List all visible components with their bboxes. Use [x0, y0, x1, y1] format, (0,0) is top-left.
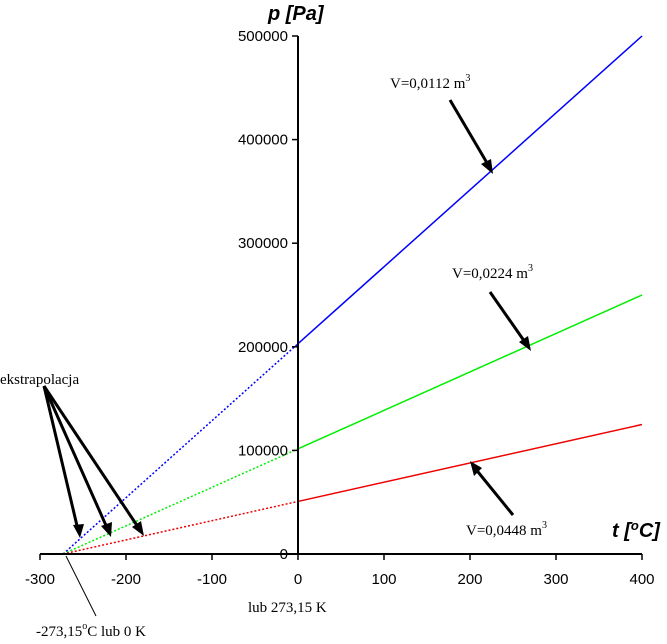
- arrows: [42, 99, 531, 538]
- y-tick-label: 100000: [238, 442, 288, 459]
- series-label-red: V=0,0448 m3: [466, 520, 547, 539]
- y-tick-label: 300000: [238, 235, 288, 252]
- zero-pointer: [65, 555, 97, 617]
- y-tick-label: 200000: [238, 339, 288, 356]
- y-tick-label: 0: [280, 546, 288, 563]
- ticks-group: 0 100000 200000 300000 400000 500000 -300 -200 -…: [25, 28, 655, 588]
- x-tick-label: -300: [25, 571, 55, 588]
- x-tick-label: 300: [543, 571, 568, 588]
- arrow-extra-1-head: [73, 524, 84, 538]
- arrow-extra-3-head: [132, 521, 144, 536]
- arrow-head-red: [470, 461, 482, 476]
- x-tick-label: 200: [457, 571, 482, 588]
- arrow-green: [488, 291, 529, 346]
- x-axis-title: t [oC]: [612, 518, 661, 542]
- x-tick-label: 0: [294, 571, 302, 588]
- arrow-red: [472, 466, 515, 516]
- arrow-extra-3: [42, 385, 142, 531]
- arrow-head-green: [519, 336, 531, 351]
- arrow-head-blue: [481, 159, 493, 174]
- series-extrapolation-line: [62, 500, 299, 555]
- x-tick-label: 400: [629, 571, 654, 588]
- series-line: [297, 294, 643, 450]
- extrapolation-label: ekstrapolacja: [0, 372, 79, 388]
- absolute-zero-label: -273,15oC lub 0 K: [36, 621, 146, 640]
- arrow-extra-2: [42, 385, 110, 531]
- arrow-extra-1: [42, 385, 80, 531]
- series-extrapolation-line: [62, 448, 299, 555]
- series-line: [297, 35, 643, 345]
- kelvin-label: lub 273,15 K: [248, 600, 327, 616]
- x-tick-label: 100: [371, 571, 396, 588]
- series-label-green: V=0,0224 m3: [452, 263, 533, 282]
- series-label-blue: V=0,0112 m3: [390, 73, 470, 92]
- x-tick-label: -100: [197, 571, 227, 588]
- series-group: [62, 35, 643, 555]
- arrow-extra-2-head: [101, 522, 112, 537]
- arrow-blue: [448, 99, 492, 169]
- series-line: [297, 423, 643, 503]
- x-tick-label: -200: [111, 571, 141, 588]
- y-tick-label: 400000: [238, 132, 288, 149]
- y-tick-label: 500000: [238, 28, 288, 45]
- y-axis-title: p [Pa]: [267, 3, 325, 25]
